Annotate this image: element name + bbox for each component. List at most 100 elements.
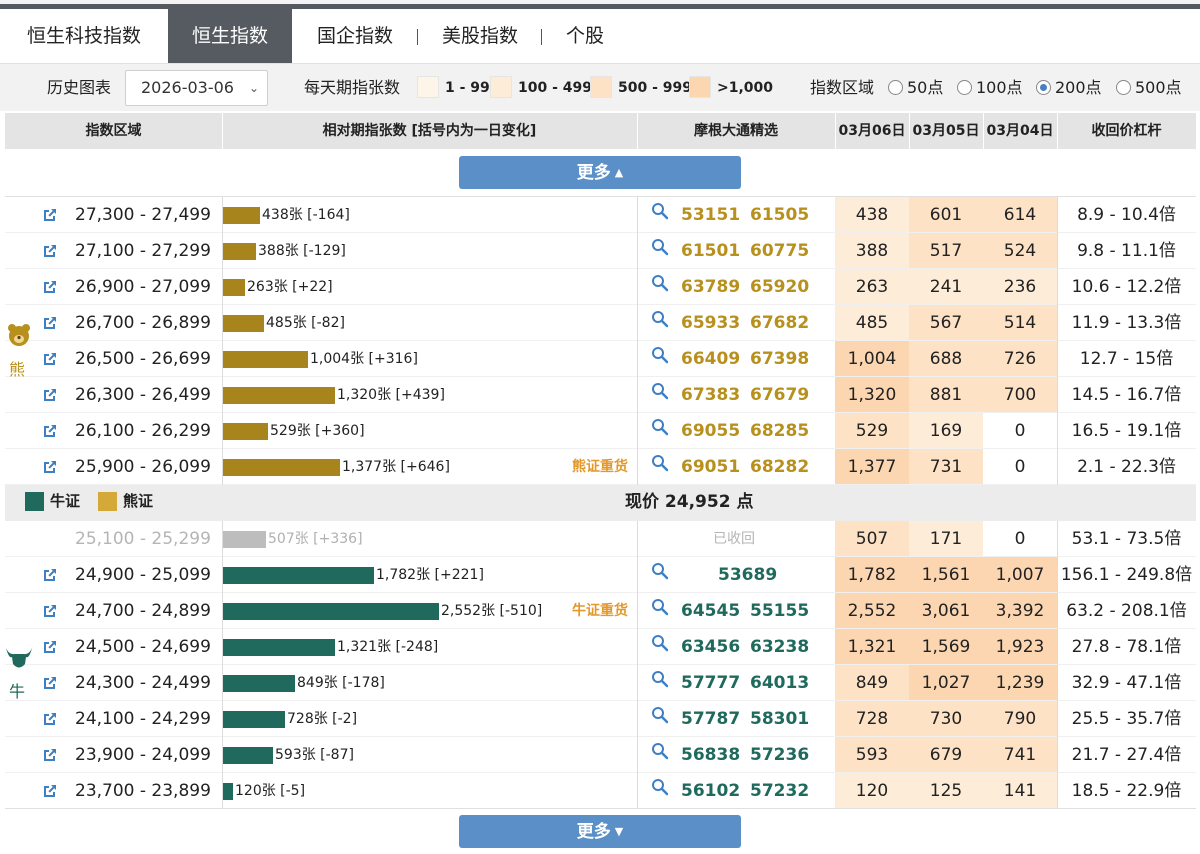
- external-link-icon[interactable]: [41, 602, 59, 620]
- radio-200[interactable]: [1036, 80, 1051, 95]
- current-price: 现价 24,952 点: [625, 492, 754, 512]
- count-bar: [223, 279, 245, 296]
- search-icon[interactable]: [651, 274, 669, 292]
- warrant-code-link[interactable]: 67682: [750, 313, 810, 333]
- count-bar-label: 485张 [-82]: [266, 315, 345, 331]
- warrant-code-link[interactable]: 53689: [718, 565, 778, 585]
- daily-count-cell: 120: [835, 773, 909, 809]
- warrant-code-link[interactable]: 60775: [750, 241, 810, 261]
- warrant-code-link[interactable]: 57236: [750, 745, 810, 765]
- header-leverage: 收回价杠杆: [1091, 123, 1162, 139]
- warrant-code-link[interactable]: 69055: [681, 421, 741, 441]
- warrant-code-link[interactable]: 57232: [750, 781, 810, 801]
- search-icon[interactable]: [651, 310, 669, 328]
- index-range: 23,700 - 23,899: [75, 781, 211, 801]
- leverage-range: 32.9 - 47.1倍: [1071, 673, 1182, 693]
- warrant-code-link[interactable]: 69051: [681, 457, 741, 477]
- warrant-code-link[interactable]: 61501: [681, 241, 741, 261]
- warrant-code-link[interactable]: 57787: [681, 709, 741, 729]
- external-link-icon[interactable]: [41, 674, 59, 692]
- radio-50[interactable]: [888, 80, 903, 95]
- search-icon[interactable]: [651, 346, 669, 364]
- radio-500[interactable]: [1116, 80, 1131, 95]
- bull-icon: [6, 648, 32, 668]
- warrant-code-link[interactable]: 55155: [750, 601, 810, 621]
- search-icon[interactable]: [651, 454, 669, 472]
- warrant-code-link[interactable]: 58301: [750, 709, 810, 729]
- warrant-code-link[interactable]: 63789: [681, 277, 741, 297]
- warrant-code-link[interactable]: 65933: [681, 313, 741, 333]
- index-range: 26,500 - 26,699: [75, 349, 211, 369]
- warrant-code-link[interactable]: 68282: [750, 457, 810, 477]
- warrant-code-link[interactable]: 53151: [681, 205, 741, 225]
- warrant-code-link[interactable]: 67679: [750, 385, 810, 405]
- external-link-icon[interactable]: [41, 278, 59, 296]
- warrant-code-link[interactable]: 67383: [681, 385, 741, 405]
- search-icon[interactable]: [651, 202, 669, 220]
- search-icon[interactable]: [651, 562, 669, 580]
- search-icon[interactable]: [651, 778, 669, 796]
- daily-count-cell: 388: [835, 233, 909, 269]
- count-bar-label: 120张 [-5]: [235, 783, 306, 799]
- leverage-range: 9.8 - 11.1倍: [1077, 241, 1176, 261]
- external-link-icon[interactable]: [41, 458, 59, 476]
- external-link-icon[interactable]: [41, 782, 59, 800]
- tab-us-index[interactable]: 美股指数: [441, 25, 518, 47]
- date-select[interactable]: 2026-03-06 ⌄: [125, 70, 268, 106]
- warrant-code-link[interactable]: 63238: [750, 637, 810, 657]
- warrant-code-link[interactable]: 57777: [681, 673, 741, 693]
- tab-stocks[interactable]: 个股: [565, 25, 604, 47]
- warrant-code-link[interactable]: 67398: [750, 349, 810, 369]
- radio-200-label[interactable]: 200点: [1055, 78, 1102, 97]
- warrant-code-link[interactable]: 66409: [681, 349, 741, 369]
- table-row: 23,900 - 24,099 593张 [-87] 56838 57236 593 67…: [5, 737, 1196, 773]
- external-link-icon[interactable]: [41, 566, 59, 584]
- warrant-code-link[interactable]: 64545: [681, 601, 741, 621]
- filter-bar: 历史图表 2026-03-06 ⌄ 每天期指张数 1 - 99 100 - 49…: [0, 63, 1200, 111]
- external-link-icon[interactable]: [41, 242, 59, 260]
- count-bar: [223, 315, 264, 332]
- index-range: 24,900 - 25,099: [75, 565, 211, 585]
- search-icon[interactable]: [651, 382, 669, 400]
- warrant-code-link[interactable]: 56102: [681, 781, 741, 801]
- search-icon[interactable]: [651, 670, 669, 688]
- warrant-code-link[interactable]: 61505: [750, 205, 810, 225]
- header-morgan: 摩根大通精选: [694, 123, 778, 139]
- daily-count-cell: 485: [835, 305, 909, 341]
- more-button-down[interactable]: 更多 ▼: [459, 815, 741, 848]
- daily-count-cell: 1,377: [835, 449, 909, 485]
- search-icon[interactable]: [651, 742, 669, 760]
- warrant-code-link[interactable]: 68285: [750, 421, 810, 441]
- leverage-range: 25.5 - 35.7倍: [1071, 709, 1182, 729]
- external-link-icon[interactable]: [41, 638, 59, 656]
- search-icon[interactable]: [651, 634, 669, 652]
- search-icon[interactable]: [651, 598, 669, 616]
- search-icon[interactable]: [651, 706, 669, 724]
- radio-100[interactable]: [957, 80, 972, 95]
- daily-count-cell: 3,061: [909, 593, 983, 629]
- leverage-range: 21.7 - 27.4倍: [1071, 745, 1182, 765]
- warrant-code-link[interactable]: 65920: [750, 277, 810, 297]
- warrant-code-link[interactable]: 56838: [681, 745, 741, 765]
- warrant-code-link[interactable]: 63456: [681, 637, 741, 657]
- caret-up-icon: ▲: [614, 166, 624, 179]
- warrant-code-link[interactable]: 64013: [750, 673, 810, 693]
- search-icon[interactable]: [651, 238, 669, 256]
- external-link-icon[interactable]: [41, 206, 59, 224]
- external-link-icon[interactable]: [41, 314, 59, 332]
- external-link-icon[interactable]: [41, 710, 59, 728]
- tab-hscei[interactable]: 国企指数: [316, 25, 393, 47]
- tab-hstech[interactable]: 恒生科技指数: [26, 25, 141, 47]
- radio-50-label[interactable]: 50点: [907, 78, 944, 97]
- index-range: 27,300 - 27,499: [75, 205, 211, 225]
- legend-swatch-1: [417, 76, 439, 98]
- external-link-icon[interactable]: [41, 422, 59, 440]
- search-icon[interactable]: [651, 418, 669, 436]
- more-button-up[interactable]: 更多 ▲: [459, 156, 741, 189]
- tab-hsi[interactable]: 恒生指数: [168, 9, 292, 63]
- external-link-icon[interactable]: [41, 386, 59, 404]
- radio-500-label[interactable]: 500点: [1135, 78, 1182, 97]
- external-link-icon[interactable]: [41, 746, 59, 764]
- radio-100-label[interactable]: 100点: [976, 78, 1023, 97]
- external-link-icon[interactable]: [41, 350, 59, 368]
